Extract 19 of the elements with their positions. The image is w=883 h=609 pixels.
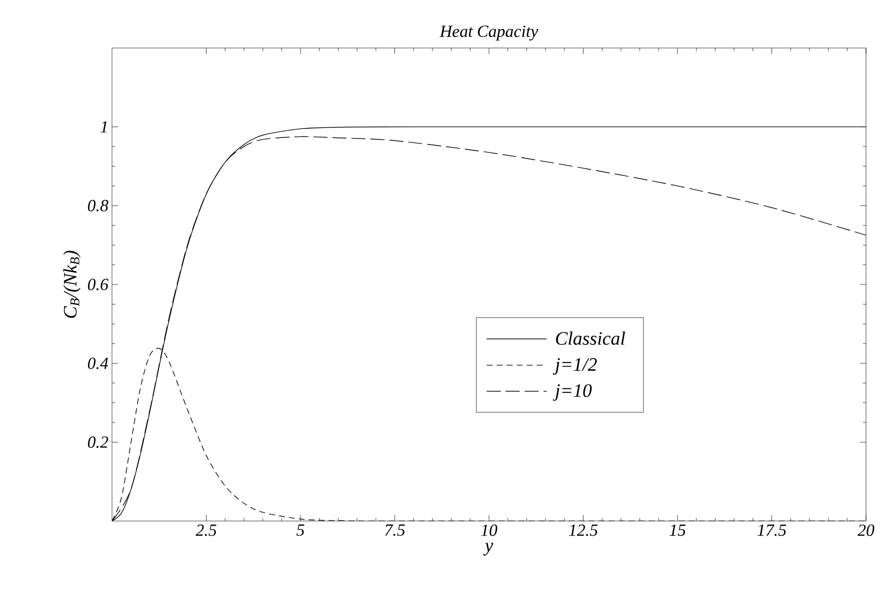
chart-title: Heat Capacity <box>440 26 538 40</box>
x-axis-title: y <box>483 542 494 556</box>
x-tick-label: 15 <box>670 524 686 536</box>
y-tick-label: 0.6 <box>88 278 108 290</box>
y-axis-title: C$_{B}$/(Nk$_{B}$) <box>63 250 80 318</box>
x-tick-label: 7.5 <box>385 524 405 536</box>
x-tick-label: 12.5 <box>569 524 598 536</box>
y-tick-label: 1 <box>100 121 107 132</box>
legend-label: j=10 <box>552 384 592 401</box>
x-tick-label: 5 <box>296 524 304 536</box>
y-tick-label: 0.8 <box>88 200 108 212</box>
legend-label: Classical <box>556 332 626 345</box>
x-tick-label: 10 <box>481 524 498 536</box>
y-tick-label: 0.4 <box>88 358 108 370</box>
x-tick-label: 20 <box>858 524 874 536</box>
x-tick-label: 2.5 <box>196 524 216 536</box>
y-tick-label: 0.2 <box>88 436 108 448</box>
x-tick-label: 17.5 <box>758 524 786 536</box>
legend-label: j=1/2 <box>552 358 597 375</box>
